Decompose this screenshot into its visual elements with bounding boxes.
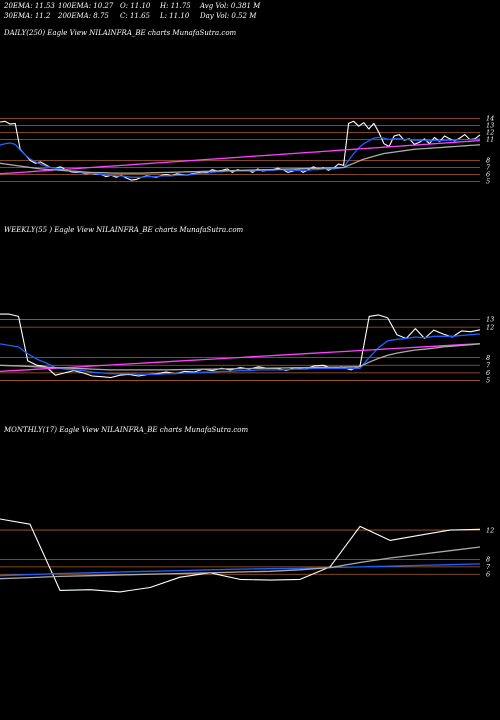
weekly-y-tick-0: 13 bbox=[486, 316, 494, 324]
daily-y-tick-1: 13 bbox=[486, 122, 494, 130]
daily-y-tick-6: 6 bbox=[486, 171, 490, 179]
monthly-y-tick-0: 12 bbox=[486, 526, 494, 534]
monthly-chart: 12 876 bbox=[0, 518, 494, 593]
monthly-chart-title: MONTHLY(17) Eagle View NILAINFRA_BE char… bbox=[4, 426, 249, 434]
weekly-chart-title: WEEKLY(55 ) Eagle View NILAINFRA_BE char… bbox=[4, 226, 244, 234]
daily-y-tick-4: 8 bbox=[486, 157, 490, 165]
daily-y-tick-5: 7 bbox=[486, 164, 491, 172]
open-text: O: 11.10 bbox=[120, 2, 151, 10]
weekly-series-line-0 bbox=[0, 313, 481, 379]
ema200-text: 200EMA: 8.75 bbox=[58, 12, 109, 20]
weekly-series-line-2 bbox=[0, 342, 481, 373]
weekly-y-tick-3: 7 bbox=[486, 361, 491, 369]
daily-series-line-2 bbox=[0, 139, 481, 175]
weekly-y-tick-2: 8 bbox=[486, 354, 490, 362]
weekly-series-line-3 bbox=[0, 343, 481, 371]
weekly-y-tick-1: 12 bbox=[486, 323, 494, 331]
high-text: H: 11.75 bbox=[160, 2, 191, 10]
weekly-y-tick-4: 6 bbox=[486, 369, 490, 377]
daily-y-tick-2: 12 bbox=[486, 129, 494, 137]
daily-y-tick-3: 11 bbox=[486, 136, 494, 144]
weekly-series-line-1 bbox=[0, 333, 481, 376]
day-vol-text: Day Vol: 0.52 M bbox=[200, 12, 257, 20]
avg-vol-text: Avg Vol: 0.381 M bbox=[200, 2, 261, 10]
monthly-y-tick-1: 8 bbox=[486, 556, 490, 564]
daily-chart-title: DAILY(250) Eagle View NILAINFRA_BE chart… bbox=[4, 29, 237, 37]
ema100-text: 100EMA: 10.27 bbox=[58, 2, 114, 10]
monthly-y-tick-3: 6 bbox=[486, 570, 490, 578]
close-text: C: 11.65 bbox=[120, 12, 150, 20]
monthly-series-line-2 bbox=[0, 546, 481, 580]
daily-y-tick-7: 5 bbox=[486, 178, 490, 186]
daily-y-tick-0: 14 bbox=[486, 115, 494, 123]
weekly-y-tick-5: 5 bbox=[486, 377, 490, 385]
monthly-series-line-1 bbox=[0, 563, 481, 577]
monthly-y-tick-2: 7 bbox=[486, 563, 491, 571]
low-text: L: 11.10 bbox=[160, 12, 190, 20]
monthly-series-line-0 bbox=[0, 518, 481, 593]
ema30-text: 30EMA: 11.2 bbox=[4, 12, 51, 20]
daily-series-line-3 bbox=[0, 144, 481, 174]
ema20-text: 20EMA: 11.53 bbox=[4, 2, 55, 10]
